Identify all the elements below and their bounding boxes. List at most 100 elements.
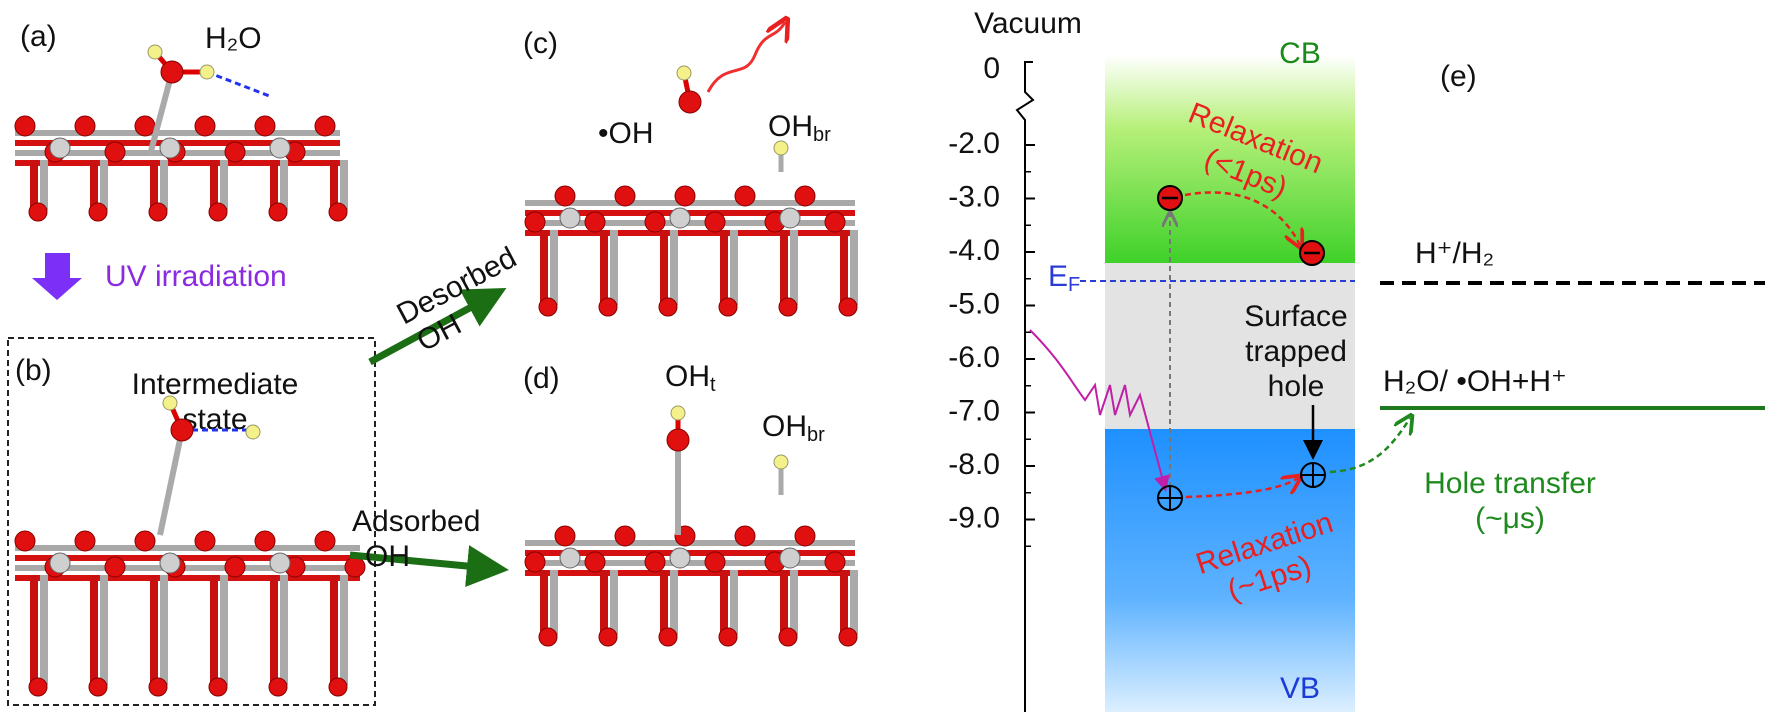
oxygen (599, 298, 617, 316)
titanium (270, 553, 290, 573)
slab-pillar (40, 575, 48, 685)
oxygen (29, 203, 47, 221)
titanium (560, 208, 580, 228)
slab-pillar (270, 160, 278, 210)
oxygen (615, 526, 635, 546)
titanium (560, 548, 580, 568)
oxygen (105, 142, 125, 162)
molecule-label: H₂O (205, 22, 262, 55)
oxygen (105, 557, 125, 577)
slab-pillar (270, 575, 278, 685)
oxygen (269, 203, 287, 221)
hydrogen (148, 45, 162, 59)
oxygen (719, 298, 737, 316)
slab-pillar (100, 160, 108, 210)
axis-title: Vacuum (974, 7, 1082, 40)
text: E (1048, 260, 1068, 293)
oxygen (839, 628, 857, 646)
band-label: CB (1279, 37, 1321, 70)
slab-pillar (720, 230, 728, 305)
slab-pillar (790, 230, 798, 305)
trap-label: hole (1268, 370, 1325, 403)
y-tick-label: -6.0 (948, 341, 1000, 374)
titanium (670, 208, 690, 228)
slab-bar (15, 130, 340, 136)
axis-line (1017, 62, 1033, 712)
oxygen (269, 678, 287, 696)
oxygen (779, 298, 797, 316)
y-tick-label: -4.0 (948, 234, 1000, 267)
oxygen (255, 116, 275, 136)
slab-pillar (840, 570, 848, 635)
slab-pillar (210, 160, 218, 210)
oxygen (679, 91, 701, 113)
slab-pillar (90, 160, 98, 210)
oxygen (209, 678, 227, 696)
panel-label: (a) (20, 20, 57, 53)
text: OH (665, 360, 710, 393)
slab-pillar (730, 230, 738, 305)
path-label: OH (365, 540, 410, 573)
level-label: H₂O/ •OH+H⁺ (1383, 365, 1567, 398)
fermi-label: EF (1048, 260, 1080, 296)
slab-pillar (540, 230, 548, 305)
slab-pillar (550, 230, 558, 305)
y-tick-label: -3.0 (948, 180, 1000, 213)
slabs (15, 116, 858, 696)
trap-label: trapped (1245, 335, 1347, 368)
terminal-label: OHt (665, 360, 716, 396)
bond (160, 430, 182, 535)
oxygen (825, 212, 845, 232)
oxygen (599, 628, 617, 646)
oxygen (135, 531, 155, 551)
oxygen (525, 212, 545, 232)
oxygen (209, 203, 227, 221)
subscript: br (807, 424, 825, 446)
slab-pillar (780, 230, 788, 305)
y-tick-label: -9.0 (948, 501, 1000, 534)
oxygen (539, 298, 557, 316)
slab-pillar (160, 160, 168, 210)
escape-arrow (708, 22, 785, 92)
slab-pillar (210, 575, 218, 685)
trap-label: Surface (1244, 300, 1347, 333)
slab-pillar (220, 575, 228, 685)
oxygen (255, 531, 275, 551)
slab-pillar (850, 230, 858, 305)
titanium (670, 548, 690, 568)
oxygen (149, 203, 167, 221)
titanium (780, 208, 800, 228)
panel-label: (b) (15, 354, 52, 387)
slab-bar (525, 570, 855, 576)
energy-diagram: Vacuum0-2.0-3.0-4.0-5.0-6.0-7.0-8.0-9.0E… (948, 7, 1765, 712)
oxygen (195, 531, 215, 551)
oxygen (225, 142, 245, 162)
oxygen (735, 186, 755, 206)
slab-pillar (90, 575, 98, 685)
slab-pillar (150, 575, 158, 685)
titanium (50, 138, 70, 158)
slab-pillar (40, 160, 48, 210)
slab-pillar (730, 570, 738, 635)
uv-label: UV irradiation (105, 260, 287, 293)
oxygen (29, 678, 47, 696)
oxygen (525, 552, 545, 572)
oxygen (839, 298, 857, 316)
titanium (780, 548, 800, 568)
titanium (50, 553, 70, 573)
subscript: t (710, 374, 716, 396)
slab-pillar (790, 570, 798, 635)
oxygen (645, 552, 665, 572)
oxygen (75, 116, 95, 136)
band-label: VB (1280, 672, 1320, 705)
titanium (160, 553, 180, 573)
hydrogen (677, 66, 691, 80)
hydrogen (200, 65, 214, 79)
oxygen (161, 61, 183, 83)
oxygen (659, 628, 677, 646)
slab-pillar (330, 575, 338, 685)
oxygen (225, 557, 245, 577)
oxygen (345, 557, 365, 577)
y-tick-label: -2.0 (948, 127, 1000, 160)
bridge-label: OHbr (768, 110, 831, 146)
